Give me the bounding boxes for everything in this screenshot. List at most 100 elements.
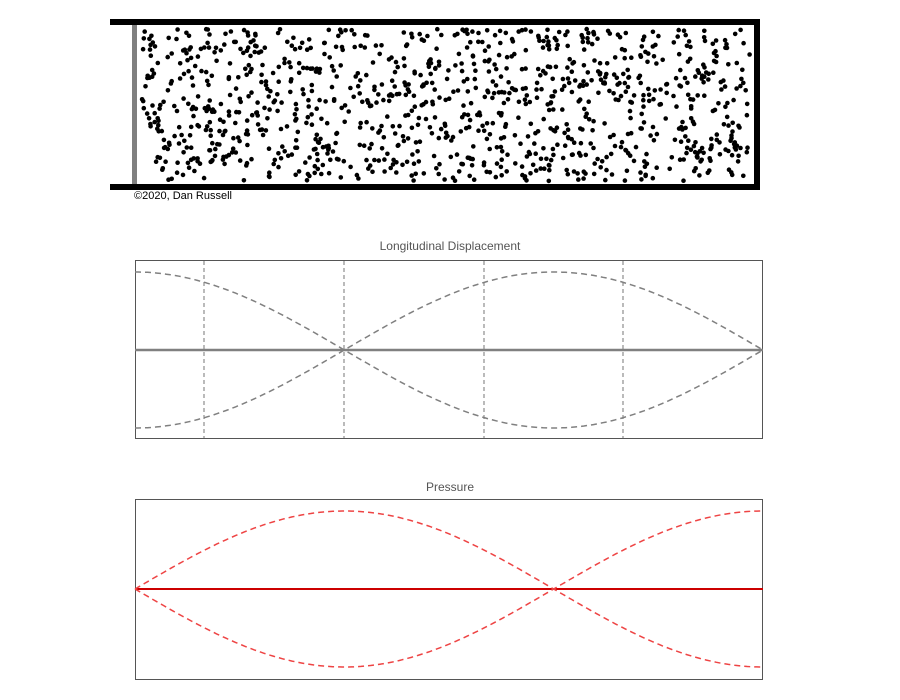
air-particle (437, 95, 442, 100)
air-particle (462, 28, 467, 34)
air-particle (174, 108, 180, 114)
air-particle (425, 33, 430, 39)
air-particle (249, 156, 254, 162)
air-particle (546, 47, 552, 52)
air-particle (523, 85, 528, 91)
air-particle (469, 163, 475, 168)
air-particle (487, 170, 493, 175)
air-particle (262, 45, 268, 50)
air-particle (248, 69, 253, 75)
air-particle (505, 152, 510, 157)
air-particle (318, 136, 323, 142)
piston[interactable] (132, 25, 137, 184)
air-particle (203, 69, 209, 75)
air-particle (313, 136, 318, 142)
air-particle (246, 62, 252, 68)
air-particle (599, 159, 605, 164)
air-particle (372, 84, 377, 90)
air-particle (522, 97, 528, 102)
air-particle (277, 27, 283, 32)
air-particle (231, 135, 236, 141)
air-particle (604, 167, 609, 173)
air-particle (735, 159, 741, 164)
air-particle (623, 30, 629, 36)
air-particle (395, 64, 401, 70)
air-particle (244, 163, 249, 168)
air-particle (487, 146, 493, 152)
air-particle (551, 152, 556, 158)
air-particle (280, 144, 285, 149)
air-particle (255, 100, 260, 105)
air-particle (221, 119, 226, 125)
air-particle (392, 84, 398, 89)
air-particle (304, 120, 309, 126)
air-particle (646, 92, 652, 98)
air-particle (480, 39, 485, 45)
air-particle (678, 67, 683, 73)
air-particle (244, 118, 250, 123)
air-particle (657, 102, 662, 107)
air-particle (691, 168, 697, 174)
air-particle (738, 145, 743, 151)
air-particle (601, 80, 606, 86)
air-particle (423, 116, 429, 122)
air-particle (237, 158, 243, 163)
air-particle (741, 40, 746, 46)
air-particle (695, 151, 700, 156)
air-particle (424, 80, 429, 86)
air-particle (245, 132, 251, 137)
air-particle (218, 101, 224, 107)
air-particle (144, 111, 150, 116)
air-particle (282, 60, 287, 66)
air-particle (651, 138, 657, 143)
air-particle (674, 104, 679, 109)
air-particle (177, 61, 183, 66)
air-particle (394, 160, 399, 165)
air-particle (551, 128, 556, 133)
air-particle (472, 76, 478, 82)
air-particle (578, 126, 583, 131)
air-particle (552, 89, 558, 94)
air-particle (530, 162, 536, 168)
air-particle (494, 145, 500, 150)
air-particle (636, 75, 641, 81)
air-particle (618, 93, 624, 99)
air-particle (523, 27, 528, 32)
air-particle (503, 124, 508, 129)
air-particle (493, 174, 499, 180)
air-particle (723, 104, 728, 110)
air-particle (688, 44, 693, 50)
air-particle (382, 169, 387, 174)
air-particle (405, 87, 411, 92)
air-particle (327, 55, 333, 60)
air-particle (432, 115, 438, 120)
air-particle (467, 117, 473, 123)
air-particle (207, 119, 213, 125)
air-particle (143, 84, 148, 89)
air-particle (233, 150, 239, 155)
air-particle (731, 141, 737, 147)
air-particle (586, 99, 591, 104)
air-particle (589, 78, 594, 83)
air-particle (275, 108, 280, 114)
air-particle (523, 47, 529, 53)
air-particle (595, 156, 600, 162)
air-particle (139, 97, 145, 102)
air-particle (163, 159, 168, 164)
air-particle (205, 104, 211, 109)
air-particle (588, 141, 593, 146)
air-particle (386, 57, 392, 62)
air-particle (152, 110, 157, 116)
air-particle (314, 151, 320, 157)
air-particle (416, 159, 422, 164)
air-particle (681, 178, 686, 183)
air-particle (611, 91, 616, 96)
air-particle (709, 145, 714, 150)
air-particle (498, 136, 504, 141)
air-particle (206, 82, 211, 88)
air-particle (313, 146, 318, 152)
air-particle (538, 156, 544, 162)
air-particle (730, 120, 735, 126)
air-particle (732, 31, 738, 37)
air-particle (249, 112, 255, 118)
